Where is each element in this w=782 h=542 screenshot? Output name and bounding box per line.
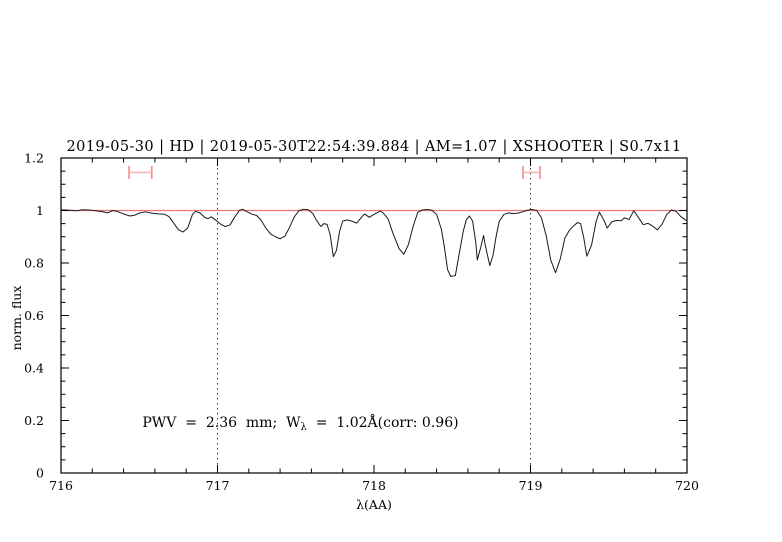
y-tick-label: 1.2 bbox=[24, 151, 44, 166]
lambda-subscript: λ bbox=[300, 422, 307, 433]
y-tick-label: 0.2 bbox=[24, 413, 44, 428]
y-tick-label: 0 bbox=[36, 466, 44, 481]
y-tick-label: 0.4 bbox=[24, 361, 44, 376]
x-axis-label: λ(AA) bbox=[356, 497, 392, 512]
y-tick-label: 0.6 bbox=[24, 308, 44, 323]
spectrum-curve bbox=[60, 208, 688, 277]
x-tick-label: 720 bbox=[675, 478, 699, 493]
pwv-annotation: PWV = 2.36 mm; Wλ = 1.02Å(corr: 0.96) bbox=[142, 413, 458, 433]
y-tick-label: 1 bbox=[36, 203, 44, 218]
y-tick-label: 0.8 bbox=[24, 256, 44, 271]
y-axis-label: norm. flux bbox=[9, 286, 24, 351]
x-tick-label: 716 bbox=[49, 478, 73, 493]
x-tick-label: 717 bbox=[206, 478, 230, 493]
guide-lines-layer bbox=[61, 158, 687, 473]
x-tick-label: 719 bbox=[519, 478, 543, 493]
spectrum-curve-layer bbox=[60, 208, 688, 277]
tick-labels-layer: 716 717 718 719 720 0 0.2 0.4 0.6 0.8 1 1.2 bbox=[24, 151, 699, 494]
plot-title: 2019-05-30 | HD | 2019-05-30T22:54:39.88… bbox=[66, 139, 681, 155]
x-tick-label: 718 bbox=[362, 478, 386, 493]
axes-frame-layer bbox=[60, 157, 688, 474]
